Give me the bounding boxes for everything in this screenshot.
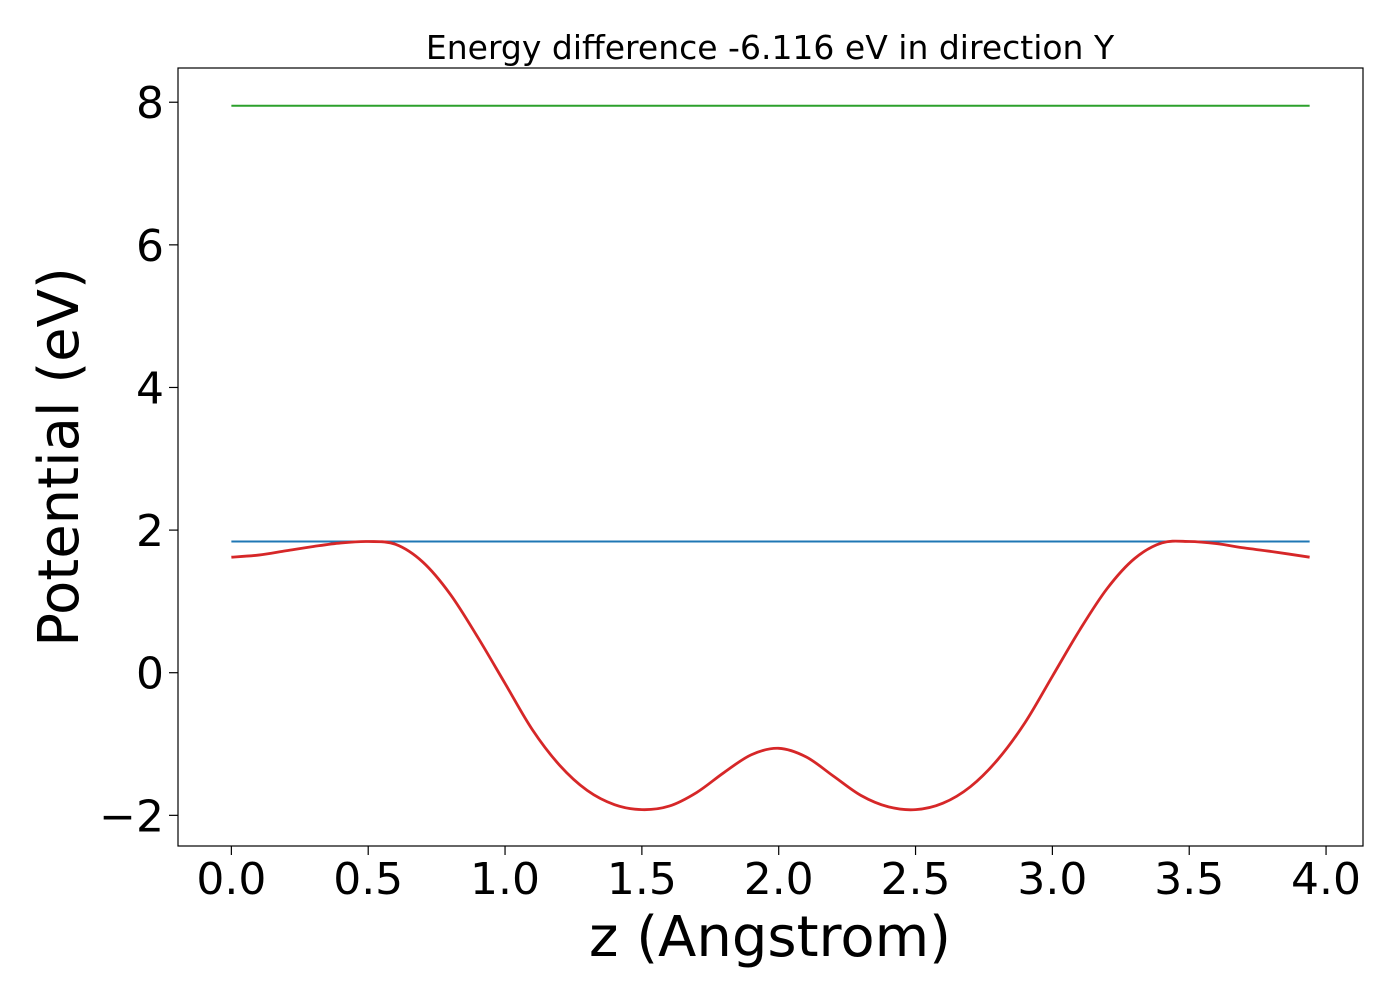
plot-frame	[177, 67, 1364, 847]
x-axis-label: z (Angstrom)	[589, 905, 951, 970]
x-tick-label: 1.5	[607, 854, 677, 905]
series-line-3	[231, 539, 1310, 812]
series-layer	[231, 104, 1310, 812]
x-tick-label: 4.0	[1291, 854, 1361, 905]
x-tick-label: 2.5	[881, 854, 951, 905]
x-tick-label: 0.5	[333, 854, 403, 905]
x-axis-ticks: 0.0 0.5 1.0 1.5 2.0 2.5 3.0 3.5 4.0	[196, 846, 1361, 905]
x-tick-label: 1.0	[470, 854, 540, 905]
y-tick-label: −2	[99, 791, 164, 842]
plot-background	[178, 68, 1363, 846]
y-tick-label: 6	[136, 221, 164, 272]
y-tick-label: 8	[136, 78, 164, 129]
x-tick-label: 3.5	[1154, 854, 1224, 905]
y-axis-ticks: −2 0 2 4 6 8	[99, 78, 178, 842]
x-tick-label: 3.0	[1017, 854, 1087, 905]
y-tick-label: 4	[136, 363, 164, 414]
y-axis-label: Potential (eV)	[27, 267, 92, 647]
x-tick-label: 0.0	[196, 854, 266, 905]
y-tick-label: 0	[136, 649, 164, 700]
y-tick-label: 2	[136, 506, 164, 557]
x-tick-label: 2.0	[744, 854, 814, 905]
chart-title: Energy difference -6.116 eV in direction…	[426, 28, 1115, 67]
